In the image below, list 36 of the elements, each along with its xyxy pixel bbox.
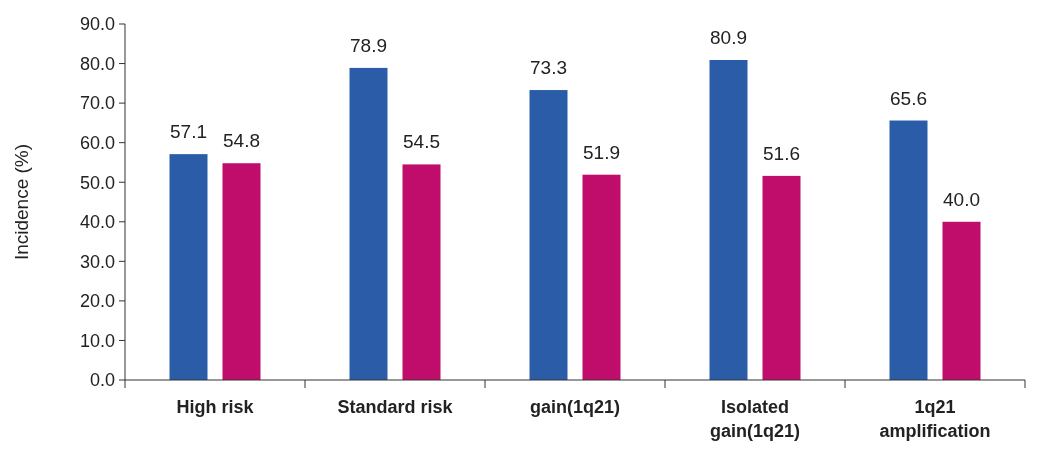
bar: [402, 164, 441, 380]
bar: [582, 174, 621, 380]
data-label: 80.9: [710, 27, 747, 48]
data-label: 54.5: [403, 131, 440, 153]
bar: [709, 60, 748, 380]
data-label: 65.6: [890, 87, 927, 109]
y-tick-label: 90.0: [79, 14, 115, 35]
data-label: 51.9: [583, 141, 620, 163]
bar: [889, 120, 928, 380]
data-label: 78.9: [350, 34, 387, 56]
y-tick-label: 50.0: [79, 172, 115, 193]
y-tick-label: 30.0: [79, 251, 115, 272]
bar: [349, 67, 388, 380]
bar: [169, 154, 208, 380]
y-tick-label: 20.0: [79, 291, 115, 312]
y-tick-label: 0.0: [89, 370, 115, 391]
data-label: 40.0: [943, 188, 980, 210]
data-label: 51.6: [763, 142, 800, 164]
bar: [942, 221, 981, 380]
y-tick-label: 10.0: [79, 330, 115, 351]
data-label: 54.8: [223, 130, 260, 152]
bar: [762, 175, 801, 380]
data-label: 57.1: [170, 121, 207, 143]
data-label: 73.3: [530, 57, 567, 79]
x-tick-label: Standard risk: [337, 397, 454, 417]
y-tick-label: 70.0: [79, 93, 115, 114]
bar: [529, 90, 568, 380]
y-tick-label: 40.0: [79, 212, 115, 233]
x-tick-label: Isolated gain(1q21): [709, 397, 801, 441]
x-tick-label: 1q21 amplification: [879, 397, 991, 441]
y-axis-title: Incidence (%): [11, 143, 32, 261]
x-tick-label: gain(1q21): [529, 397, 621, 417]
bar: [222, 163, 261, 380]
x-tick-label: High risk: [176, 397, 255, 417]
y-tick-label: 60.0: [79, 132, 115, 153]
y-tick-label: 80.0: [79, 53, 115, 74]
